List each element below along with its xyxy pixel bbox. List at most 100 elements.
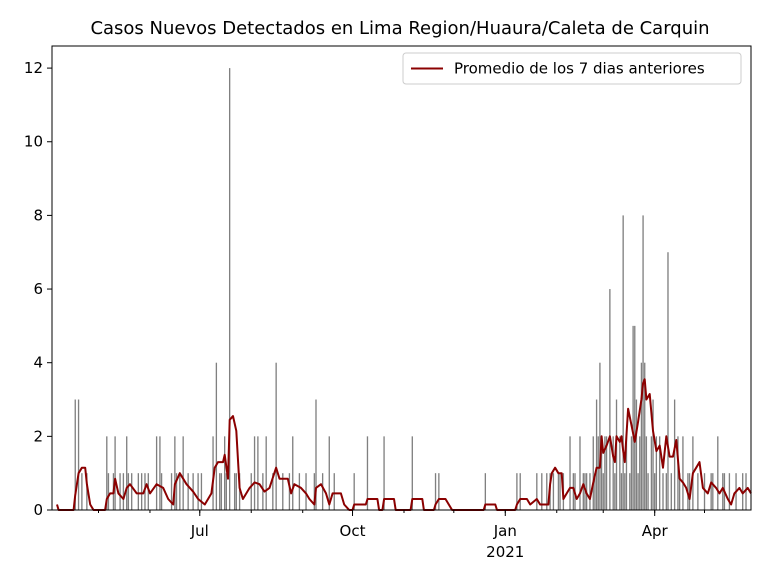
bar [677,436,679,510]
bar [131,473,133,510]
bar [600,436,603,510]
chart-title: Casos Nuevos Detectados en Lima Region/H… [90,18,709,39]
bar [127,473,130,510]
bar [624,473,626,510]
bar [262,473,264,510]
bar [179,473,181,510]
bar [288,473,291,510]
bar [353,473,355,510]
moving-average-line [56,378,752,511]
bar [238,473,241,510]
bar [682,436,684,510]
bar [197,473,199,510]
bar [292,436,294,510]
bar [383,436,385,510]
bar [609,289,611,510]
bar [717,436,719,510]
bar [712,473,714,510]
bar [159,436,161,510]
x-tick-label: Oct [340,522,366,540]
bar [604,436,606,510]
bar [298,473,301,510]
y-tick-label: 0 [33,501,43,519]
bar [650,436,653,510]
bar [594,473,596,510]
bar [107,473,110,510]
bar [77,399,80,510]
bar [250,473,252,510]
bar [81,473,83,510]
moving-average-series [56,378,752,511]
bar [219,473,221,510]
bar [647,473,649,510]
bar [484,473,487,510]
bar [187,473,189,510]
bar [612,436,614,510]
bar [728,473,731,510]
bar [655,436,658,510]
bar [170,473,173,510]
bar [615,399,618,510]
legend-box [402,52,742,85]
bar [86,473,88,510]
y-tick-label: 6 [33,280,43,298]
bar [678,473,681,510]
bar [235,473,237,510]
bar [589,473,591,510]
bar [175,473,178,510]
bar [635,399,638,510]
bar [597,436,599,510]
bar [182,436,184,510]
bar [305,473,307,510]
bar [644,362,646,510]
plot-frame [51,45,752,511]
bar [637,473,639,510]
bar [662,473,664,510]
bar [114,436,116,510]
bar [710,473,712,510]
bar [557,473,560,510]
bar [614,473,616,510]
bar [630,436,633,510]
bar [253,436,256,510]
bar [233,473,236,510]
bar [670,473,672,510]
bar [225,473,227,510]
bar [722,473,724,510]
bar [434,473,437,510]
bar [119,473,121,510]
bar [155,436,158,510]
bar [602,473,604,510]
bar [595,399,598,510]
y-tick-label: 8 [33,206,43,224]
bar [697,473,699,510]
y-tick-label: 4 [33,354,43,372]
bar [328,436,330,510]
bar [257,436,259,510]
bar [272,473,274,510]
bar [640,362,643,510]
bar [228,68,231,510]
bar [519,473,521,510]
bar [552,473,555,510]
x-tick-sublabel: 2021 [486,543,524,561]
bar [411,436,413,510]
bar [313,473,315,510]
bar [665,473,667,510]
bar [667,252,669,510]
bar [282,473,284,510]
bar [315,399,317,510]
bar [106,436,108,510]
bar [654,473,656,510]
x-tick-label: Jul [190,522,209,540]
bar [174,436,176,510]
y-tick-label: 2 [33,427,43,445]
bar [632,325,634,510]
x-tick-label: Jan [493,522,517,540]
bar [619,436,621,510]
bar [620,473,623,510]
x-tick-label: Apr [642,522,669,540]
bar [652,399,654,510]
bar [622,215,624,510]
